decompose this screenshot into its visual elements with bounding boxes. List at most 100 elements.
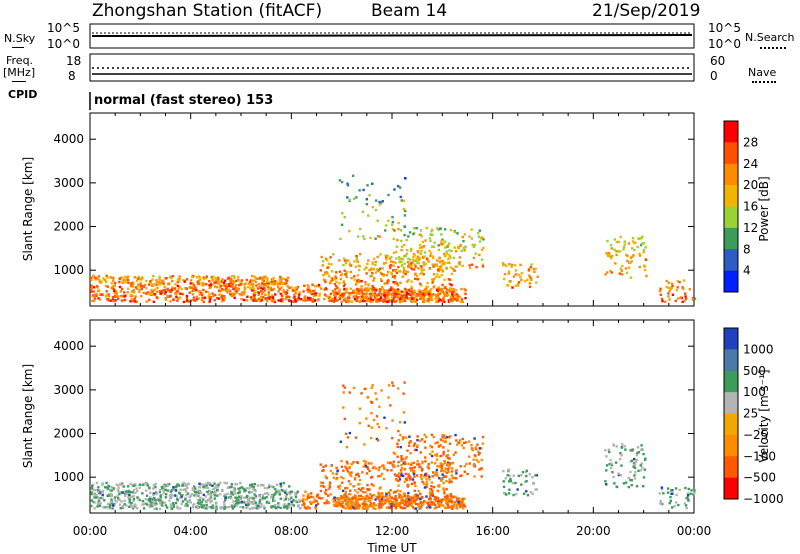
backscatter-cell [418,289,421,292]
backscatter-cell [252,486,255,489]
backscatter-cell [421,503,425,506]
backscatter-cell [233,504,237,508]
backscatter-cell [101,497,105,500]
backscatter-cell [200,291,203,295]
backscatter-cell [366,465,369,469]
backscatter-cell [357,475,361,478]
backscatter-cell [254,276,257,280]
backscatter-cell [480,475,483,478]
backscatter-cell [342,406,345,409]
backscatter-cell [385,426,388,430]
nsearch-legend-line [760,47,786,49]
backscatter-cell [203,483,206,486]
backscatter-cell [234,289,237,293]
backscatter-cell [366,497,370,501]
backscatter-cell [400,500,404,504]
backscatter-cell [407,235,410,238]
backscatter-cell [373,276,376,280]
backscatter-cell [123,295,126,298]
backscatter-cell [258,501,261,504]
backscatter-cell [428,503,432,507]
backscatter-cell [418,492,422,496]
backscatter-cell [416,444,419,447]
backscatter-cell [433,241,436,244]
backscatter-cell [628,261,632,264]
colorbar-segment [724,413,738,436]
backscatter-cell [512,275,516,278]
backscatter-cell [404,502,408,505]
backscatter-cell [681,300,684,304]
backscatter-cell [332,498,335,501]
backscatter-cell [370,386,373,390]
backscatter-cell [641,242,644,245]
backscatter-cell [354,502,357,506]
backscatter-cell [452,453,455,456]
backscatter-cell [413,500,416,503]
backscatter-cell [632,254,635,257]
backscatter-cell [342,477,345,480]
backscatter-cell [281,282,285,285]
backscatter-cell [470,237,474,240]
backscatter-cell [212,294,215,298]
backscatter-cell [439,462,442,465]
backscatter-cell [172,505,176,509]
backscatter-cell [625,253,628,257]
backscatter-cell [395,245,398,248]
backscatter-cell [456,503,459,506]
backscatter-cell [369,476,373,479]
backscatter-cell [155,502,158,505]
backscatter-cell [388,506,392,510]
backscatter-cell [367,299,370,302]
backscatter-cell [145,494,149,497]
backscatter-cell [189,282,192,285]
backscatter-cell [412,256,415,259]
backscatter-cell [131,491,134,494]
backscatter-cell [404,289,408,292]
backscatter-cell [504,477,507,480]
backscatter-cell [658,289,662,293]
backscatter-cell [412,299,415,303]
backscatter-cell [387,270,390,274]
backscatter-cell [219,290,222,293]
backscatter-cell [436,489,439,493]
backscatter-cell [363,387,367,391]
backscatter-cell [424,456,427,459]
backscatter-cell [214,506,217,510]
backscatter-cell [281,277,284,281]
backscatter-cell [197,498,200,502]
backscatter-cell [178,285,181,289]
backscatter-cell [639,464,642,467]
backscatter-cell [376,439,380,442]
backscatter-cell [642,251,645,254]
backscatter-cell [90,278,93,282]
backscatter-cell [206,505,209,509]
backscatter-cell [210,490,213,494]
backscatter-cell [423,473,427,476]
backscatter-cell [206,290,210,294]
backscatter-cell [120,299,124,302]
backscatter-cell [432,471,435,474]
backscatter-cell [325,499,328,502]
backscatter-cell [191,487,194,490]
backscatter-cell [293,293,296,296]
backscatter-cell [212,275,215,278]
backscatter-cell [238,283,241,287]
backscatter-cell [390,256,393,259]
backscatter-cell [97,499,101,502]
backscatter-cell [145,489,148,492]
colorbar-frame [723,120,739,293]
backscatter-cell [429,233,433,237]
backscatter-cell [406,485,409,488]
backscatter-cell [410,267,414,271]
backscatter-cell [473,465,477,468]
backscatter-cell [155,283,159,287]
backscatter-cell [148,298,151,302]
backscatter-cell [439,444,442,447]
backscatter-cell [352,461,355,464]
backscatter-cell [463,465,466,468]
backscatter-cell [481,265,485,268]
backscatter-cell [292,504,296,507]
backscatter-cell [361,299,365,303]
colorbar-tick-label: 20 [743,178,758,192]
